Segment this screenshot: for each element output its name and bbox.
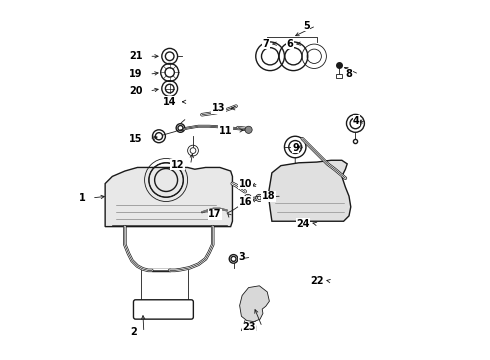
Polygon shape	[105, 167, 232, 226]
Text: 15: 15	[129, 134, 143, 144]
Text: 22: 22	[310, 276, 324, 286]
Circle shape	[166, 84, 174, 93]
Text: 9: 9	[292, 143, 299, 153]
Text: 16: 16	[239, 197, 252, 207]
Text: 23: 23	[242, 322, 256, 332]
Text: 4: 4	[353, 116, 360, 126]
Text: 2: 2	[131, 327, 137, 337]
Circle shape	[178, 126, 183, 131]
Text: 21: 21	[129, 51, 143, 61]
Text: 20: 20	[129, 86, 143, 96]
Text: 13: 13	[212, 103, 225, 113]
Polygon shape	[240, 286, 270, 321]
Circle shape	[231, 256, 236, 261]
Circle shape	[246, 196, 250, 200]
Text: 14: 14	[163, 97, 177, 107]
Text: 8: 8	[346, 69, 353, 79]
Bar	[337, 74, 342, 78]
Text: 10: 10	[239, 179, 252, 189]
Text: 17: 17	[208, 209, 221, 219]
Text: 12: 12	[171, 160, 184, 170]
Text: 18: 18	[262, 191, 275, 201]
Text: 11: 11	[219, 126, 232, 135]
Text: 7: 7	[263, 39, 270, 49]
FancyBboxPatch shape	[133, 300, 194, 319]
Text: 6: 6	[287, 39, 294, 49]
Circle shape	[245, 126, 252, 134]
Circle shape	[155, 133, 163, 140]
Circle shape	[165, 68, 174, 77]
Circle shape	[166, 52, 174, 60]
Circle shape	[258, 196, 261, 200]
Circle shape	[190, 148, 196, 153]
Text: 19: 19	[129, 69, 143, 79]
Polygon shape	[269, 160, 351, 221]
Text: 1: 1	[79, 193, 85, 203]
Text: 24: 24	[296, 219, 310, 229]
Text: 3: 3	[238, 252, 245, 262]
Text: 5: 5	[303, 21, 310, 31]
